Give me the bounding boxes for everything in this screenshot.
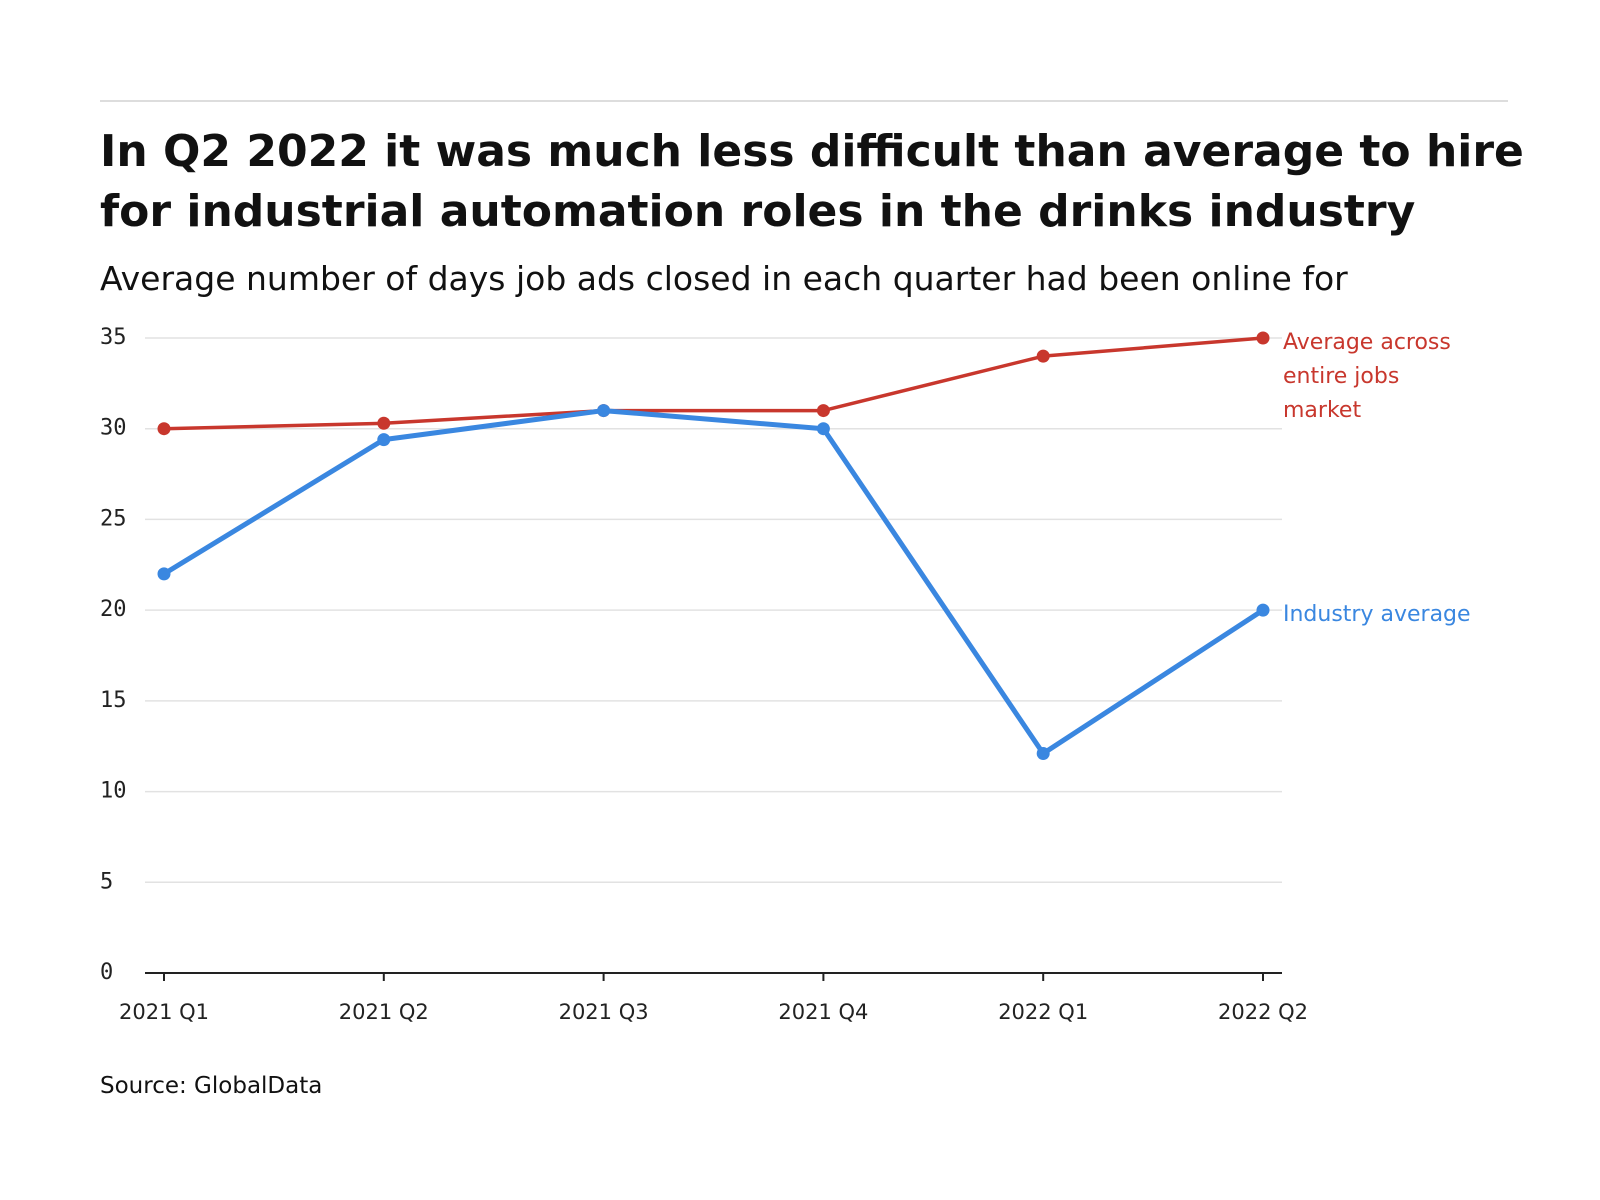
x-tick-label: 2022 Q2 (1218, 1000, 1308, 1024)
y-tick-label: 0 (100, 960, 113, 985)
y-tick-label: 35 (100, 325, 127, 350)
x-tick-label: 2022 Q1 (998, 1000, 1088, 1024)
data-point (816, 404, 830, 418)
y-tick-label: 25 (100, 506, 127, 531)
x-tick-label: 2021 Q2 (339, 1000, 429, 1024)
series-label: Average across entire jobs market (1283, 330, 1451, 423)
data-point (157, 422, 171, 436)
series-label: Industry average (1283, 602, 1471, 628)
chart-subtitle: Average number of days job ads closed in… (100, 259, 1348, 298)
data-point (1256, 331, 1270, 345)
data-point (597, 404, 611, 418)
chart-title: In Q2 2022 it was much less difficult th… (100, 126, 1524, 237)
y-tick-label: 30 (100, 416, 127, 441)
y-tick-label: 20 (100, 597, 127, 622)
data-point (1036, 746, 1050, 760)
series-line (162, 408, 1265, 756)
x-tick-label: 2021 Q4 (778, 1000, 868, 1024)
y-tick-label: 10 (100, 779, 127, 804)
data-point (816, 422, 830, 436)
series-line (163, 336, 1264, 431)
source-note: Source: GlobalData (100, 1073, 323, 1099)
data-point (1256, 603, 1270, 617)
data-point (377, 416, 391, 430)
data-point (377, 433, 391, 447)
y-tick-label: 5 (100, 869, 113, 894)
data-point (1036, 349, 1050, 363)
x-tick-label: 2021 Q3 (559, 1000, 649, 1024)
data-point (157, 567, 171, 581)
y-tick-label: 15 (100, 688, 127, 713)
x-tick-label: 2021 Q1 (119, 1000, 209, 1024)
